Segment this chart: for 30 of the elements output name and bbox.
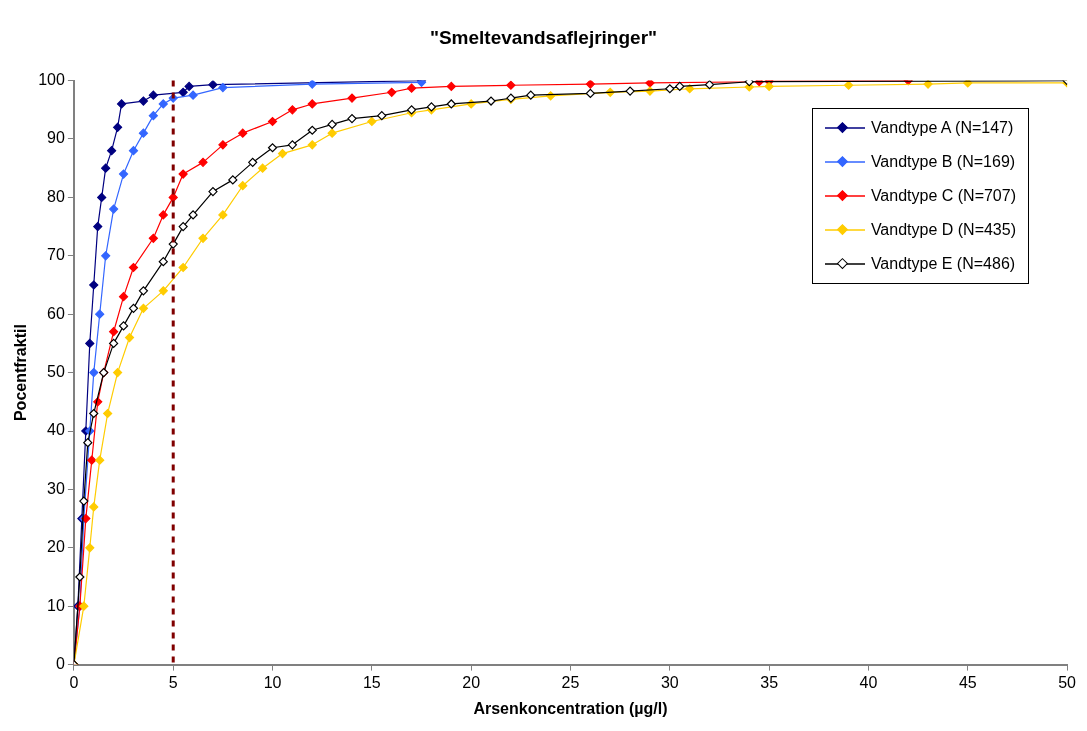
y-tick-label: 70 — [47, 246, 65, 264]
x-tick-label: 20 — [462, 673, 481, 691]
x-tick-label: 35 — [760, 673, 779, 691]
chart-title: "Smeltevandsaflejringer" — [428, 26, 659, 50]
x-axis-title: Arsenkoncentration (µg/l) — [473, 699, 668, 717]
x-tick-label: 5 — [168, 673, 178, 691]
y-tick-label: 80 — [47, 187, 65, 205]
legend-label: Vandtype C (N=707) — [870, 187, 1016, 205]
legend-label: Vandtype E (N=486) — [870, 255, 1016, 273]
x-tick-label: 25 — [561, 673, 580, 691]
y-tick-label: 30 — [47, 479, 65, 497]
y-tick-label: 10 — [47, 596, 65, 614]
x-tick-label: 40 — [859, 673, 878, 691]
y-tick-label: 90 — [47, 129, 65, 147]
x-tick-label: 30 — [660, 673, 679, 691]
legend-label: Vandtype A (N=147) — [870, 119, 1014, 137]
x-tick-label: 45 — [958, 673, 977, 691]
y-axis-title: Pocentfraktil — [12, 324, 30, 422]
y-tick-label: 60 — [47, 304, 65, 322]
x-tick-label: 10 — [263, 673, 282, 691]
x-tick-label: 15 — [362, 673, 381, 691]
y-tick-label: 0 — [55, 655, 65, 673]
x-tick-label: 50 — [1058, 673, 1077, 691]
legend-label: Vandtype D (N=435) — [870, 221, 1016, 239]
y-tick-label: 20 — [47, 538, 65, 556]
y-tick-label: 50 — [47, 363, 65, 381]
x-tick-label: 0 — [69, 673, 79, 691]
y-tick-label: 40 — [47, 421, 65, 439]
legend-label: Vandtype B (N=169) — [870, 153, 1016, 171]
y-tick-label: 100 — [38, 71, 65, 89]
